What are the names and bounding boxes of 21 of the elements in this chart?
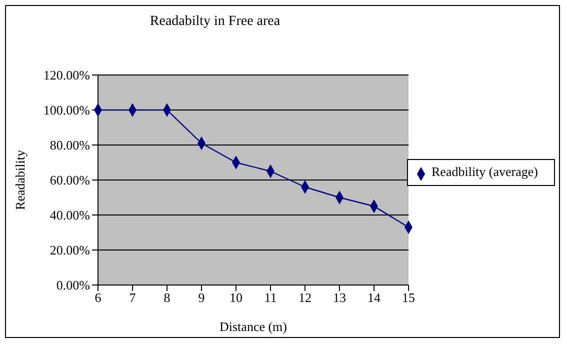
x-tick-label: 15: [402, 290, 416, 306]
x-tick-label: 12: [298, 290, 312, 306]
x-tick-label: 6: [94, 290, 102, 306]
x-tick-label: 8: [164, 290, 170, 306]
x-tick-label: 9: [198, 290, 205, 306]
x-tick-label: 13: [333, 290, 346, 306]
y-tick-label: 60.00%: [50, 172, 90, 188]
y-tick-label: 40.00%: [50, 208, 90, 223]
x-tick-label: 14: [368, 290, 382, 306]
chart-title: Readabilty in Free area: [148, 14, 282, 30]
y-axis-title: Readability: [12, 150, 28, 210]
y-tick-label: 0.00%: [56, 278, 90, 293]
x-tick-label: 11: [264, 290, 277, 306]
y-tick-label: 20.00%: [50, 242, 90, 258]
y-tick-label: 100.00%: [43, 102, 90, 118]
y-tick-label: 80.00%: [50, 138, 90, 153]
x-tick-label: 10: [230, 290, 243, 306]
x-axis-title: Distance (m): [220, 319, 288, 334]
x-tick-label: 7: [129, 290, 136, 306]
y-tick-label: 120.00%: [43, 68, 90, 83]
legend-label: Readbility (average): [432, 164, 538, 180]
